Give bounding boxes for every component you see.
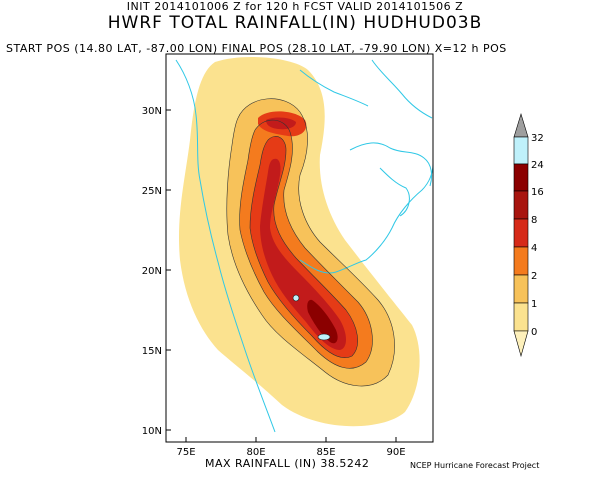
lat-label-25n: 25N [142,186,162,197]
rain-band-8-16 [260,158,346,350]
map-area [166,54,433,442]
colorbar-band-16-24 [513,163,529,192]
colorbar-band-2-4 [513,246,529,276]
contour-lines [226,98,395,387]
lat-label-15n: 15N [142,346,162,357]
position-line: START POS (14.80 LAT, -87.00 LON) FINAL … [6,42,507,55]
colorbar-band-8-16 [513,190,529,220]
colorbar-band-24-32 [513,136,529,165]
colorbar-label-2: 2 [531,271,537,282]
lon-label-85e: 85E [316,447,335,458]
colorbar-band-4-8 [513,218,529,248]
coastlines-boundaries [175,59,433,433]
colorbar-label-16: 16 [531,187,544,198]
colorbar-label-0: 0 [531,327,537,338]
chart-title: HWRF TOTAL RAINFALL(IN) HUDHUD03B [107,13,483,33]
lon-label-80e: 80E [246,447,265,458]
latitude-axis: 30N 25N 20N 15N 10N [142,106,171,437]
map-frame [165,53,434,443]
lake-shape [317,333,331,341]
lat-label-30n: 30N [142,106,162,117]
lat-label-20n: 20N [142,266,162,277]
colorbar-band-0-1 [513,302,529,332]
lake-shape [292,294,300,302]
rain-band-16-24 [307,299,338,344]
lon-label-75e: 75E [176,447,195,458]
init-valid-line: INIT 2014101006 Z for 120 h FCST VALID 2… [126,0,464,13]
colorbar-bottom-arrow [513,330,529,358]
lon-label-90e: 90E [386,447,405,458]
colorbar-label-24: 24 [531,160,544,171]
rain-cluster-north-core [266,117,296,130]
credit-text: NCEP Hurricane Forecast Project [410,461,540,470]
max-rainfall-text: MAX RAINFALL (IN) 38.5242 [205,457,370,470]
colorbar-top-arrow [513,112,529,138]
colorbar-label-32: 32 [531,133,544,144]
rain-band-4-8 [250,136,358,358]
lat-label-10n: 10N [142,426,162,437]
colorbar-band-1-2 [513,274,529,304]
colorbar: 32 24 16 8 4 2 1 0 [513,112,544,358]
colorbar-label-4: 4 [531,243,537,254]
colorbar-label-8: 8 [531,215,537,226]
colorbar-label-1: 1 [531,299,537,310]
longitude-axis: 75E 80E 85E 90E [176,437,406,458]
